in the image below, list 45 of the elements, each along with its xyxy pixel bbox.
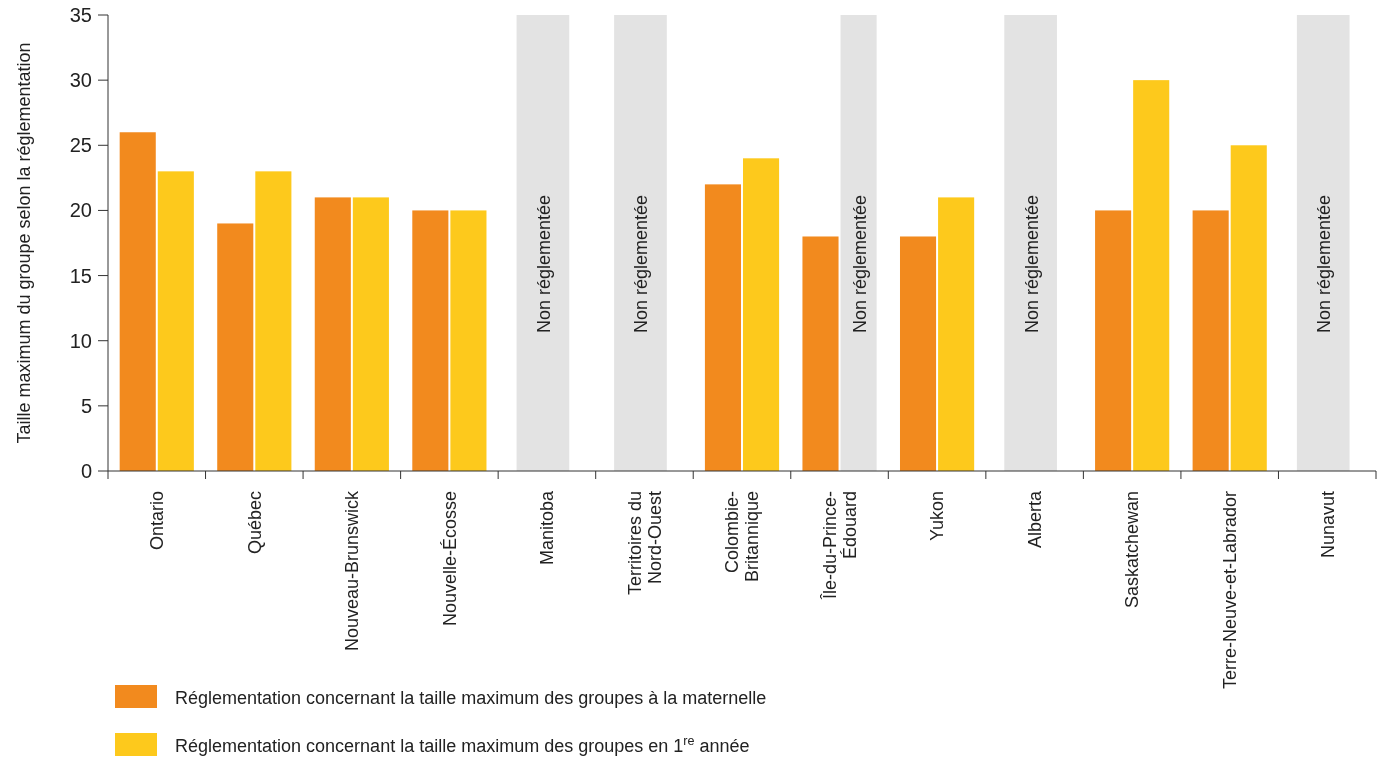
bar [352, 197, 389, 471]
legend-label: Réglementation concernant la taille maximum des groupes en 1$^{re}$ année [175, 734, 750, 756]
bar [255, 171, 292, 471]
bar [314, 197, 351, 471]
bar [743, 158, 780, 471]
band-label: Non réglementée [1021, 195, 1042, 334]
x-tick-label: Saskatchewan [1122, 491, 1143, 609]
y-tick-label: 0 [80, 460, 92, 482]
y-tick-label: 25 [69, 134, 92, 157]
bar [1133, 80, 1170, 471]
x-tick-label: Québec [244, 491, 265, 555]
x-tick-label: Ontario [147, 491, 168, 551]
band-label: Non réglementée [1314, 195, 1335, 334]
y-tick-label: 15 [69, 264, 92, 287]
bar [704, 184, 741, 471]
bar [938, 197, 975, 471]
bar [119, 132, 156, 471]
y-tick-label: 30 [69, 69, 92, 92]
x-tick-label: Colombie- Britannique [722, 491, 763, 583]
bar [1230, 145, 1267, 471]
y-tick-label: 20 [69, 199, 92, 222]
band-label: Non réglementée [533, 195, 554, 334]
bar [157, 171, 194, 471]
x-tick-label: Yukon [927, 491, 948, 542]
bar [412, 210, 449, 471]
bar [450, 210, 487, 471]
y-axis-title: Taille maximum du groupe selon la réglementation [14, 42, 34, 444]
x-tick-label: Nouvelle-Écosse [439, 491, 460, 627]
bar [217, 223, 254, 471]
legend-label: Réglementation concernant la taille maximum des groupes à la maternelle [175, 688, 767, 708]
y-tick-label: 35 [69, 4, 92, 26]
band-label: Non réglementée [631, 195, 652, 334]
bar [899, 236, 937, 471]
x-tick-label: Alberta [1024, 490, 1045, 549]
bar [1192, 210, 1229, 471]
x-tick-label: Terre-Neuve-et-Labrador [1219, 491, 1240, 690]
x-tick-label: Nunavut [1317, 491, 1338, 559]
x-tick-label: Manitoba [537, 490, 558, 566]
x-tick-label: Île-du-Prince- Édouard [819, 491, 860, 601]
y-tick-label: 10 [69, 329, 92, 352]
x-tick-label: Nouveau-Brunswick [342, 490, 363, 652]
band-label: Non réglementée [849, 195, 870, 334]
y-tick-label: 5 [80, 394, 92, 417]
x-tick-label: Territoires du Nord-Ouest [624, 491, 665, 596]
bar [1095, 210, 1132, 471]
